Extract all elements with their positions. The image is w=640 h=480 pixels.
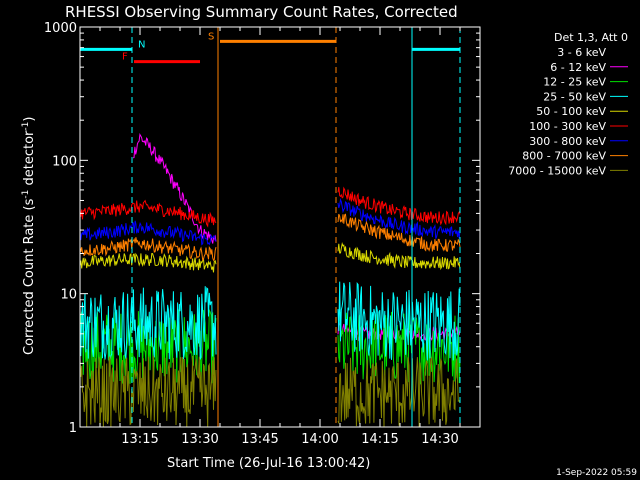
x-tick-label-1430: 14:30 <box>421 432 458 447</box>
x-tick-label-1415: 14:15 <box>361 432 398 447</box>
legend-header: Det 1,3, Att 0 <box>554 31 628 44</box>
y-axis-label-sup1: -1 <box>21 190 31 199</box>
x-tick-label-1315: 13:15 <box>121 432 158 447</box>
series-7000-15000kev <box>79 355 461 428</box>
series-50-100kev <box>79 242 461 273</box>
series-line-7000-15000kev-1 <box>337 356 461 428</box>
series-line-800-7000kev-0 <box>79 237 217 262</box>
legend-label-8: 7000 - 15000 keV <box>508 164 606 177</box>
x-axis: 13:15 13:30 13:45 14:00 14:15 14:30 <box>79 27 481 447</box>
series-line-6-12kev-0 <box>132 132 217 244</box>
chart-title: RHESSI Observing Summary Count Rates, Co… <box>65 3 458 21</box>
x-tick-label-1330: 13:30 <box>181 432 218 447</box>
legend-label-4: 50 - 100 keV <box>536 105 606 118</box>
legend-label-5: 100 - 300 keV <box>529 120 606 133</box>
y-tick-label-1000: 1000 <box>44 21 77 36</box>
legend-label-6: 300 - 800 keV <box>529 135 606 148</box>
series-line-100-300kev-0 <box>79 199 217 228</box>
flag-label-s: S <box>208 31 214 42</box>
series-line-300-800kev-1 <box>337 197 461 239</box>
y-axis-label-end: ) <box>22 117 37 122</box>
series-25-50kev <box>79 281 461 362</box>
series-line-800-7000kev-1 <box>337 213 461 252</box>
x-axis-label: Start Time (26-Jul-16 13:00:42) <box>167 456 370 471</box>
series-line-12-25kev-1 <box>337 310 461 385</box>
x-tick-label-1400: 14:00 <box>301 432 338 447</box>
legend: Det 1,3, Att 0 3 - 6 keV 6 - 12 keV 12 - 25… <box>508 31 628 177</box>
series-line-50-100kev-0 <box>79 252 217 273</box>
legend-label-7: 800 - 7000 keV <box>522 150 606 163</box>
legend-label-3: 25 - 50 keV <box>543 90 606 103</box>
legend-label-1: 6 - 12 keV <box>550 61 606 74</box>
series-line-25-50kev-1 <box>337 281 461 361</box>
series-line-50-100kev-1 <box>337 242 461 271</box>
flag-label-n: N <box>138 39 145 50</box>
series-300-800kev <box>79 197 461 246</box>
series-line-300-800kev-0 <box>79 220 217 246</box>
y-axis-label-mid: detector <box>22 130 37 190</box>
series-line-25-50kev-0 <box>79 286 217 362</box>
legend-label-0: 3 - 6 keV <box>557 46 606 59</box>
series-line-100-300kev-1 <box>337 186 461 226</box>
series-800-7000kev <box>79 213 461 262</box>
y-axis-label-main: Corrected Count Rate (s <box>22 198 37 355</box>
series-line-7000-15000kev-0 <box>79 355 217 428</box>
flag-label-f: F <box>122 52 128 63</box>
x-tick-label-1345: 13:45 <box>241 432 278 447</box>
y-axis-label: Corrected Count Rate (s-1 detector-1) <box>21 117 37 355</box>
plot-area: NF S <box>79 27 461 428</box>
y-axis: 1 10 100 1000 <box>44 21 480 436</box>
y-tick-label-1: 1 <box>69 421 77 436</box>
y-axis-label-sup2: -1 <box>21 122 31 131</box>
legend-label-2: 12 - 25 keV <box>543 76 606 89</box>
y-tick-label-100: 100 <box>52 154 77 169</box>
y-tick-label-10: 10 <box>60 288 77 303</box>
footer-date: 1-Sep-2022 05:59 <box>556 468 637 478</box>
series-100-300kev <box>79 186 461 228</box>
